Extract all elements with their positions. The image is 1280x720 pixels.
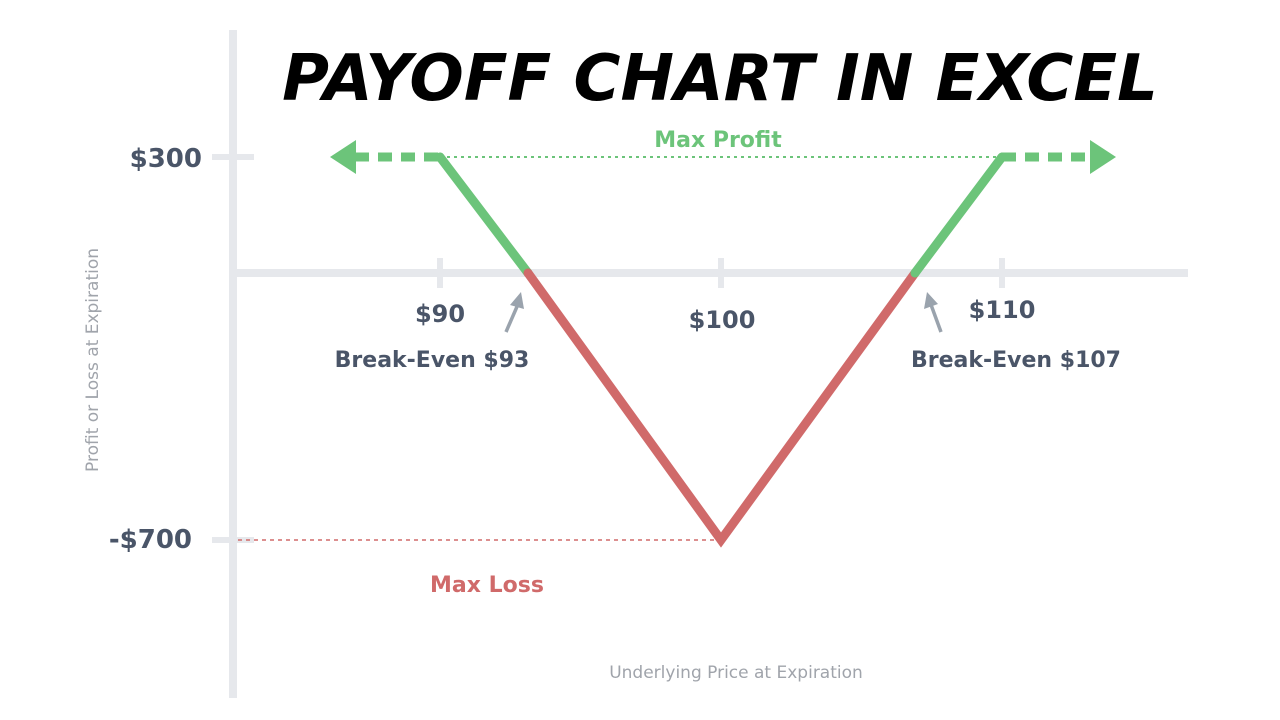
break-even-high-arrow-icon xyxy=(924,292,943,333)
max-loss-label: Max Loss xyxy=(430,573,544,598)
y-tick-label-300: $300 xyxy=(130,144,202,174)
y-axis-label: Profit or Loss at Expiration xyxy=(83,248,103,472)
payoff-loss-segment xyxy=(523,268,920,548)
x-tick-label-110: $110 xyxy=(969,296,1036,324)
x-tick-label-100: $100 xyxy=(689,306,756,334)
break-even-high-label: Break-Even $107 xyxy=(911,348,1121,373)
max-profit-label: Max Profit xyxy=(654,128,782,153)
y-tick-label-neg700: -$700 xyxy=(109,525,192,555)
break-even-low-arrow-icon xyxy=(504,292,524,333)
payoff-profit-left xyxy=(435,152,533,278)
x-tick-label-90: $90 xyxy=(415,300,465,328)
right-arrowhead-icon xyxy=(1090,140,1116,174)
break-even-low-label: Break-Even $93 xyxy=(335,348,530,373)
chart-title: PAYOFF CHART IN EXCEL xyxy=(282,42,1158,116)
payoff-profit-right xyxy=(910,152,1007,278)
left-arrowhead-icon xyxy=(330,140,356,174)
x-axis-label: Underlying Price at Expiration xyxy=(609,663,863,683)
